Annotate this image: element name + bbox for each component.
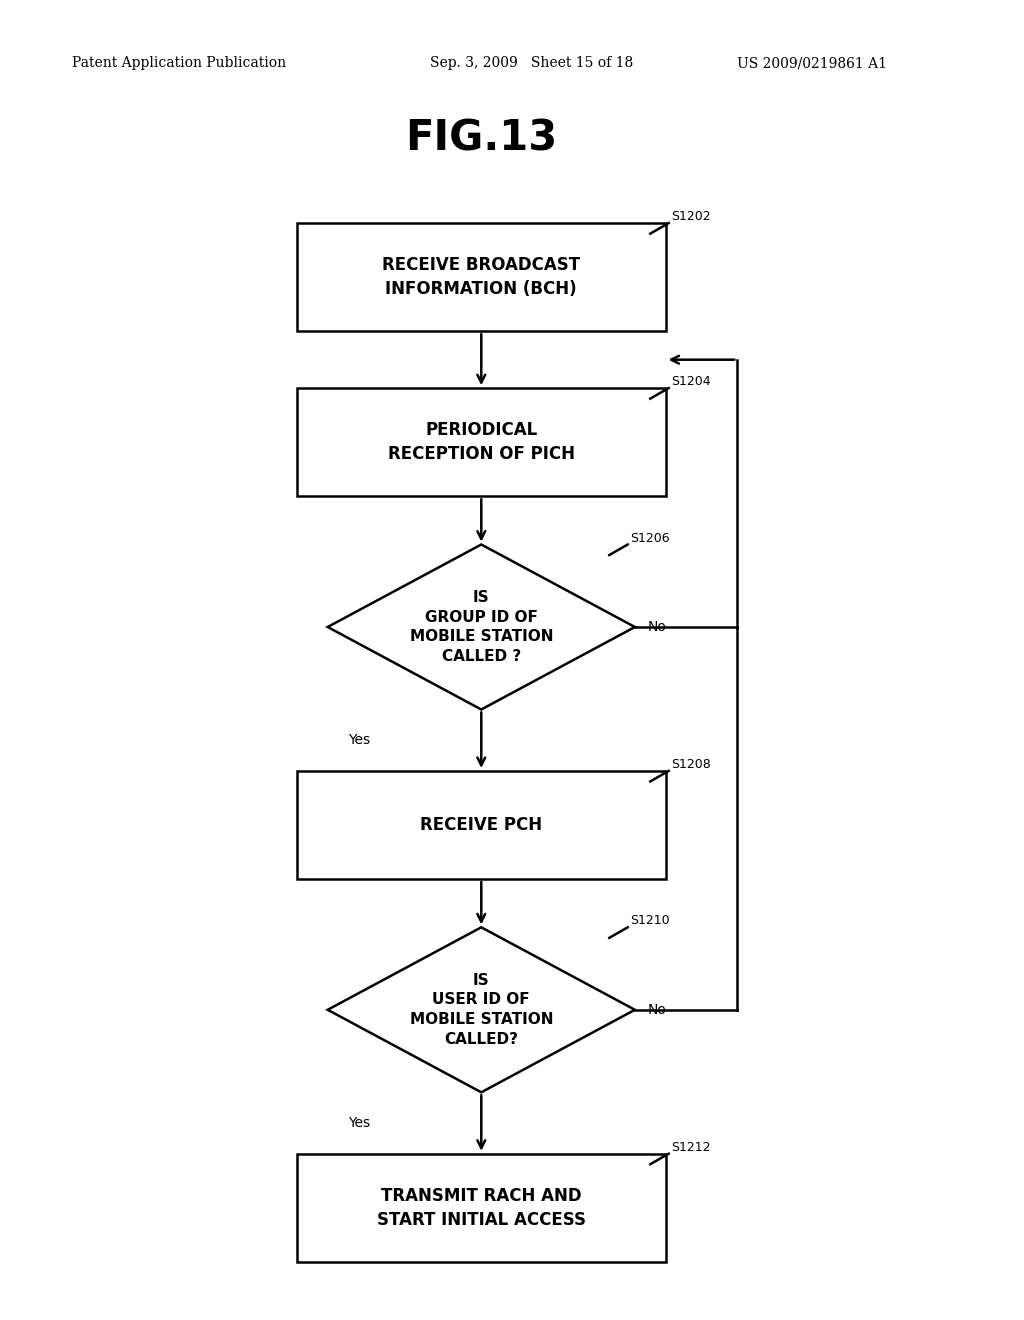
Text: S1204: S1204	[671, 375, 711, 388]
Text: S1212: S1212	[671, 1140, 711, 1154]
Text: Yes: Yes	[348, 734, 371, 747]
Text: IS
USER ID OF
MOBILE STATION
CALLED?: IS USER ID OF MOBILE STATION CALLED?	[410, 973, 553, 1047]
Text: US 2009/0219861 A1: US 2009/0219861 A1	[737, 57, 887, 70]
Bar	[297, 388, 666, 496]
Text: Sep. 3, 2009   Sheet 15 of 18: Sep. 3, 2009 Sheet 15 of 18	[430, 57, 633, 70]
Text: Yes: Yes	[348, 1117, 371, 1130]
Text: S1208: S1208	[671, 758, 711, 771]
Text: RECEIVE BROADCAST
INFORMATION (BCH): RECEIVE BROADCAST INFORMATION (BCH)	[382, 256, 581, 298]
Bar	[297, 1154, 666, 1262]
Text: S1206: S1206	[630, 532, 670, 544]
Text: Patent Application Publication: Patent Application Publication	[72, 57, 286, 70]
Text: RECEIVE PCH: RECEIVE PCH	[420, 816, 543, 834]
Text: PERIODICAL
RECEPTION OF PICH: PERIODICAL RECEPTION OF PICH	[388, 421, 574, 463]
Text: S1210: S1210	[630, 915, 670, 927]
Text: S1202: S1202	[671, 210, 711, 223]
Text: No: No	[647, 1003, 666, 1016]
Text: FIG.13: FIG.13	[406, 117, 557, 160]
Text: IS
GROUP ID OF
MOBILE STATION
CALLED ?: IS GROUP ID OF MOBILE STATION CALLED ?	[410, 590, 553, 664]
Bar	[297, 223, 666, 331]
Polygon shape	[328, 927, 635, 1093]
Polygon shape	[328, 544, 635, 710]
Bar	[297, 771, 666, 879]
Text: No: No	[647, 620, 666, 634]
Text: TRANSMIT RACH AND
START INITIAL ACCESS: TRANSMIT RACH AND START INITIAL ACCESS	[377, 1187, 586, 1229]
